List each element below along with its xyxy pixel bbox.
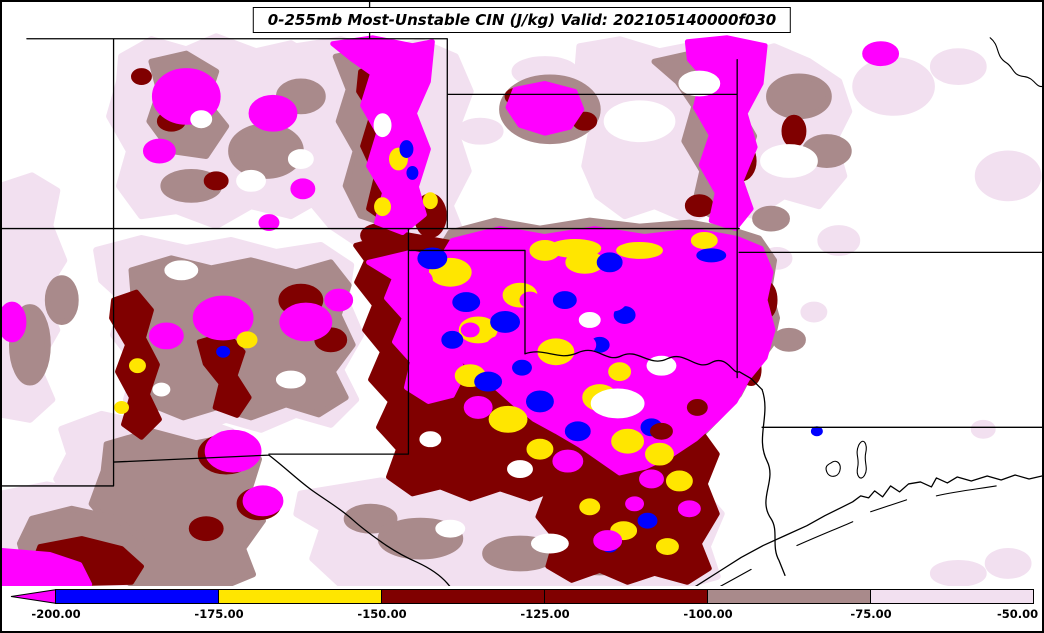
colorbar-underflow-arrow xyxy=(10,589,56,604)
colorbar-bar xyxy=(10,589,1034,604)
colorbar-segment xyxy=(544,589,708,604)
contour-layer-white-holes xyxy=(78,70,818,554)
colorbar-tick-label: -50.00 xyxy=(996,607,1039,621)
colorbar-tick-label: -175.00 xyxy=(194,607,244,621)
colorbar-segment xyxy=(381,589,545,604)
contour-layer-magenta-spots xyxy=(403,268,708,552)
sabine-river-border xyxy=(761,388,786,576)
colorbar: -200.00 -175.00 -150.00 -125.00 -100.00 … xyxy=(2,586,1042,631)
colorbar-tick-label: -200.00 xyxy=(31,607,81,621)
colorbar-tick-label: -100.00 xyxy=(683,607,733,621)
colorbar-segment xyxy=(218,589,382,604)
colorbar-tick-label: -125.00 xyxy=(520,607,570,621)
colorbar-tick-label: -150.00 xyxy=(357,607,407,621)
gulf-coastline xyxy=(626,474,1042,631)
red-river-border xyxy=(524,349,763,391)
reservoir-outlines xyxy=(825,440,867,479)
contour-layer-yellow xyxy=(114,147,718,555)
colorbar-segment xyxy=(870,589,1034,604)
colorbar-tick-label: -75.00 xyxy=(850,607,892,621)
colorbar-segment xyxy=(707,589,871,604)
colorbar-segment xyxy=(55,589,219,604)
map-title: 0-255mb Most-Unstable CIN (J/kg) Valid: … xyxy=(252,7,792,34)
river-squiggle xyxy=(989,37,1042,88)
